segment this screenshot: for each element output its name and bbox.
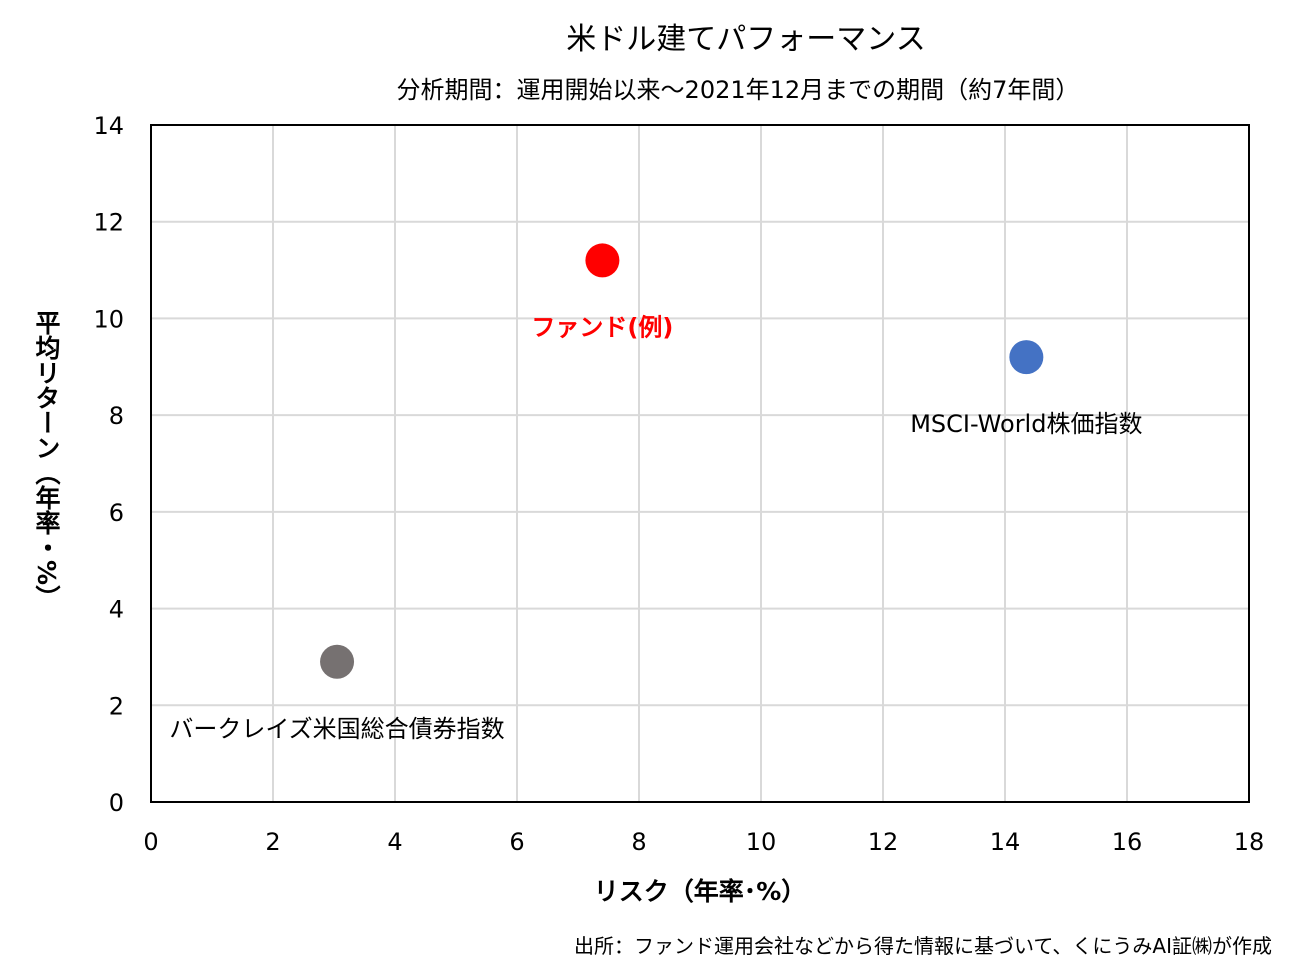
chart-subtitle: 分析期間：運用開始以来～2021年12月までの期間（約7年間） (396, 76, 1080, 104)
x-tick-label: 14 (990, 828, 1021, 856)
x-tick-label: 16 (1112, 828, 1143, 856)
data-point-label: ファンド(例) (531, 313, 673, 341)
x-axis-label: リスク（年率･%） (593, 877, 807, 906)
data-point-label: バークレイズ米国総合債券指数 (169, 715, 504, 743)
x-tick-label: 18 (1234, 828, 1265, 856)
source-note: 出所：ファンド運用会社などから得た情報に基づいて、くにうみAI証㈱が作成 (574, 934, 1272, 958)
data-point (1009, 340, 1044, 375)
y-tick-label: 8 (109, 402, 124, 430)
y-tick-label: 10 (93, 305, 124, 333)
y-tick-label: 6 (109, 499, 124, 527)
x-tick-label: 2 (265, 828, 280, 856)
x-tick-label: 8 (631, 828, 646, 856)
data-point (585, 243, 620, 278)
plot-area-border (150, 124, 1250, 803)
x-tick-label: 10 (746, 828, 777, 856)
data-point (320, 644, 355, 679)
y-tick-label: 12 (93, 209, 124, 237)
x-tick-label: 12 (868, 828, 899, 856)
data-point-label: MSCI-World株価指数 (910, 410, 1142, 438)
y-tick-label: 0 (109, 789, 124, 817)
y-tick-label: 4 (109, 596, 124, 624)
y-tick-label: 2 (109, 692, 124, 720)
y-axis-label: 平均リターン（年率・%） (32, 309, 61, 611)
x-tick-label: 6 (509, 828, 524, 856)
x-tick-label: 0 (143, 828, 158, 856)
chart-title: 米ドル建てパフォーマンス (566, 22, 926, 57)
y-tick-label: 14 (93, 112, 124, 140)
x-tick-label: 4 (387, 828, 402, 856)
